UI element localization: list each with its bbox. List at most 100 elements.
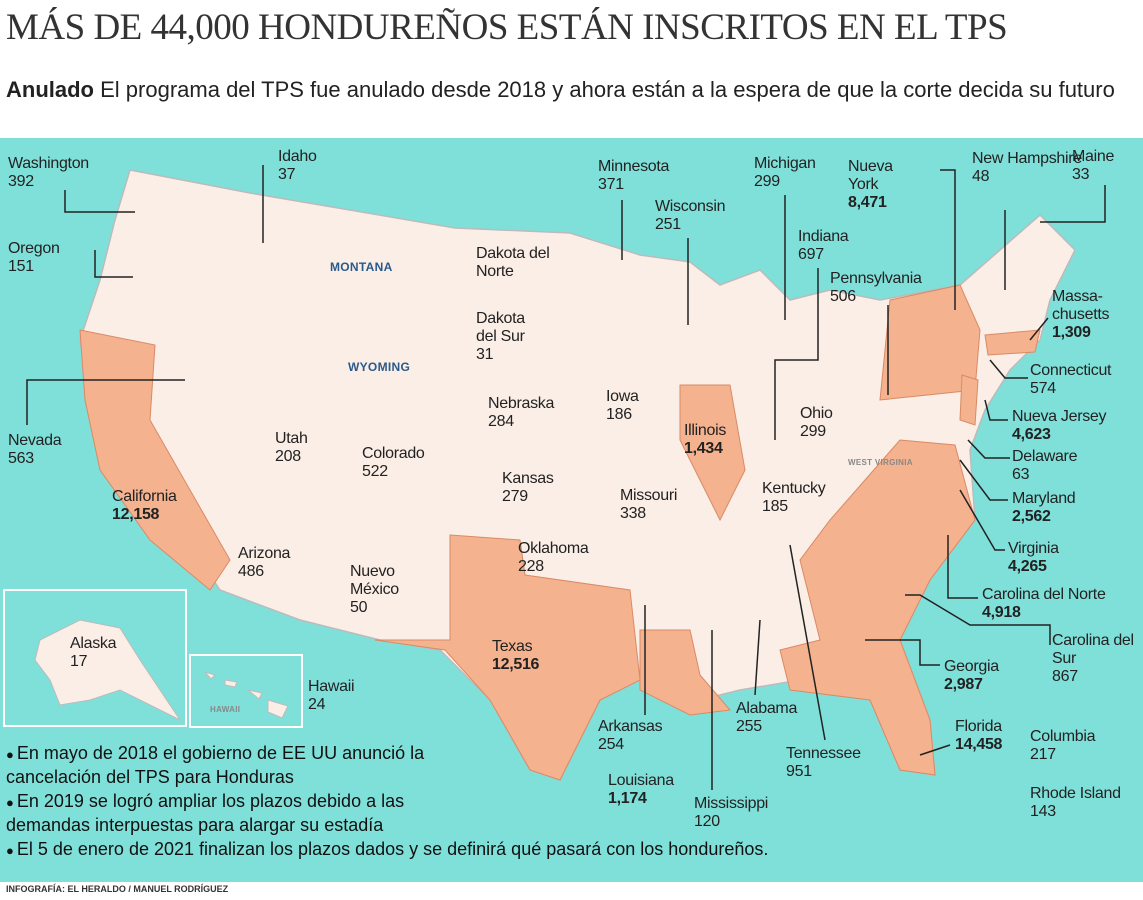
state-label: Arkansas 254 xyxy=(598,718,678,754)
state-count: 143 xyxy=(1030,803,1056,820)
state-label: Mississippi 120 xyxy=(694,795,794,831)
state-count: 14,458 xyxy=(955,736,1003,753)
leader-line xyxy=(947,535,978,599)
state-label: Carolina del Norte 4,918 xyxy=(982,586,1142,622)
state-name: Missouri xyxy=(620,487,678,504)
state-label: Nueva York 8,471 xyxy=(848,158,908,212)
state-label: Carolina del Sur 867 xyxy=(1052,632,1137,686)
state-label: Colorado 522 xyxy=(362,445,452,481)
state-label: Oklahoma 228 xyxy=(518,540,618,576)
state-name: Minnesota xyxy=(598,158,670,175)
state-label: Nevada 563 xyxy=(8,432,88,468)
state-name: Wisconsin xyxy=(655,198,726,215)
state-count: 371 xyxy=(598,176,624,193)
subtitle: Anulado El programa del TPS fue anulado … xyxy=(6,74,1126,105)
state-count: 4,265 xyxy=(1008,558,1047,575)
note: El 5 de enero de 2021 finalizan los plaz… xyxy=(6,838,906,862)
state-count: 120 xyxy=(694,813,720,830)
leader-line xyxy=(919,744,951,756)
hawaii xyxy=(203,671,289,719)
leader-line xyxy=(989,359,1028,379)
credit: INFOGRAFÍA: EL HERALDO / MANUEL RODRÍGUE… xyxy=(6,884,229,894)
state-label: Kentucky 185 xyxy=(762,480,852,516)
state-name: Nueva York xyxy=(848,158,893,193)
state-name: Colorado xyxy=(362,445,425,462)
state-label: Georgia 2,987 xyxy=(944,658,1034,694)
state-label: Washington 392 xyxy=(8,155,118,191)
state-count: 284 xyxy=(488,413,514,430)
state-label: Idaho 37 xyxy=(278,148,338,184)
state-count: 522 xyxy=(362,463,388,480)
state-name: Ohio xyxy=(800,405,833,422)
leader-line xyxy=(64,190,135,213)
state-label: Illinois 1,434 xyxy=(684,422,754,458)
state-count: 2,987 xyxy=(944,676,983,693)
state-name: Hawaii xyxy=(308,678,355,695)
state-name: Connecticut xyxy=(1030,362,1112,379)
state-shape xyxy=(879,284,981,401)
state-name: Illinois xyxy=(684,422,727,439)
state-label: Florida 14,458 xyxy=(955,718,1030,754)
state-name: Kansas xyxy=(502,470,554,487)
state-label: Louisiana 1,174 xyxy=(608,772,698,808)
state-count: 17 xyxy=(70,653,88,670)
state-name: Mississippi xyxy=(694,795,769,812)
state-label: Kansas 279 xyxy=(502,470,572,506)
state-count: 217 xyxy=(1030,746,1056,763)
state-count: 338 xyxy=(620,505,646,522)
state-label: Dakota del Sur 31 xyxy=(476,310,546,364)
state-name: Washington xyxy=(8,155,89,172)
state-count: 37 xyxy=(278,166,296,183)
state-count: 867 xyxy=(1052,668,1078,685)
state-name: Dakota del Sur xyxy=(476,310,525,345)
state-label: Tennessee 951 xyxy=(786,745,876,781)
state-name: Dakota del Norte xyxy=(476,245,550,280)
state-name: New Hampshire xyxy=(972,150,1082,167)
state-shape xyxy=(984,329,1041,356)
state-count: 2,562 xyxy=(1012,508,1051,525)
state-count: 4,918 xyxy=(982,604,1021,621)
leader-line xyxy=(984,399,1008,421)
state-label: Delaware 63 xyxy=(1012,448,1102,484)
map-label: WYOMING xyxy=(348,360,411,374)
state-count: 1,309 xyxy=(1052,324,1091,341)
state-name: Idaho xyxy=(278,148,317,165)
state-count: 574 xyxy=(1030,380,1056,397)
state-label: Hawaii 24 xyxy=(308,678,368,714)
state-label: Ohio 299 xyxy=(800,405,860,441)
state-count: 563 xyxy=(8,450,34,467)
state-count: 185 xyxy=(762,498,788,515)
state-name: Nebraska xyxy=(488,395,555,412)
title: MÁS DE 44,000 HONDUREÑOS ESTÁN INSCRITOS… xyxy=(6,7,1008,48)
state-shape xyxy=(79,329,231,591)
state-label: Pennsylvania 506 xyxy=(830,270,950,306)
state-label: Minnesota 371 xyxy=(598,158,698,194)
state-label: Missouri 338 xyxy=(620,487,700,523)
leader-line xyxy=(905,594,1051,645)
state-count: 299 xyxy=(800,423,826,440)
state-name: Delaware xyxy=(1012,448,1078,465)
note: En 2019 se logró ampliar los plazos debi… xyxy=(6,790,476,836)
state-shape xyxy=(639,629,731,716)
state-count: 4,623 xyxy=(1012,426,1051,443)
map-label: MONTANA xyxy=(330,260,393,274)
state-count: 279 xyxy=(502,488,528,505)
note: En mayo de 2018 el gobierno de EE UU anu… xyxy=(6,742,476,788)
state-name: Tennessee xyxy=(786,745,861,762)
state-label: Alaska 17 xyxy=(70,635,130,671)
subtitle-lead: Anulado xyxy=(6,77,94,102)
state-count: 486 xyxy=(238,563,264,580)
state-count: 951 xyxy=(786,763,812,780)
leader-line xyxy=(94,250,133,278)
leader-line xyxy=(26,379,185,425)
state-name: Oklahoma xyxy=(518,540,589,557)
state-name: Alabama xyxy=(736,700,798,717)
state-name: Oregon xyxy=(8,240,60,257)
leader-line xyxy=(865,639,940,666)
state-label: Arizona 486 xyxy=(238,545,318,581)
leader-line xyxy=(940,169,956,310)
state-count: 1,174 xyxy=(608,790,647,807)
state-shape xyxy=(959,374,979,426)
state-count: 299 xyxy=(754,173,780,190)
